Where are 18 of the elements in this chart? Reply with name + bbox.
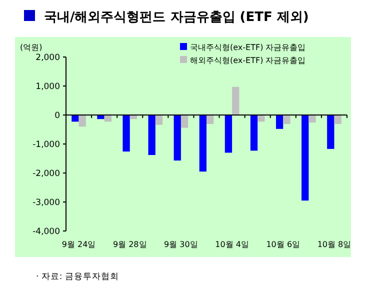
legend-label: 해외주식형(ex-ETF) 자금유출입 xyxy=(190,56,306,65)
y-tick-label: -4,000 xyxy=(32,227,60,237)
x-tick-label: 10월 8일 xyxy=(317,240,352,249)
x-tick-label: 9월 28일 xyxy=(112,240,147,249)
y-tick-label: -1,000 xyxy=(32,140,60,150)
x-tick-label: 10월 6일 xyxy=(266,240,300,249)
y-tick-label: 1,000 xyxy=(36,82,60,92)
x-tick-label: 9월 24일 xyxy=(62,240,96,249)
y-axis-title: (억원) xyxy=(20,43,42,52)
legend-label: 국내주식형(ex-ETF) 자금유출입 xyxy=(190,43,306,52)
y-tick-label: -2,000 xyxy=(32,169,60,179)
y-tick-label: 0 xyxy=(54,111,60,121)
y-tick-label: 2,000 xyxy=(36,53,60,63)
chart-title: 국내/해외주식형펀드 자금유출입 (ETF 제외) xyxy=(44,10,309,25)
text: · 자료: 금융투자협회 xyxy=(36,272,119,282)
x-tick-label: 9월 30일 xyxy=(164,240,198,249)
y-tick-label: -3,000 xyxy=(32,198,60,208)
x-tick-label: 10월 4일 xyxy=(215,240,249,249)
